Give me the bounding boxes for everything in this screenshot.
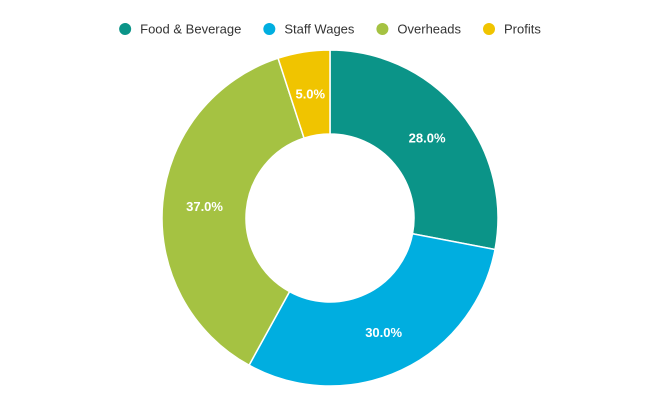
slice-food-beverage <box>329 49 499 251</box>
legend-item-food-beverage[interactable]: Food & Beverage <box>119 22 241 37</box>
slice-labels: 28.0% 30.0% 37.0% 5.0% <box>186 87 446 340</box>
donut-slices <box>161 49 499 387</box>
legend-label-profits: Profits <box>504 22 541 37</box>
legend-swatch-overheads <box>376 23 389 35</box>
slice-label-staff-wages: 30.0% <box>365 325 402 340</box>
legend-label-food-beverage: Food & Beverage <box>140 22 241 37</box>
slice-overheads <box>161 57 305 367</box>
slice-profits <box>277 49 331 140</box>
slice-label-overheads: 37.0% <box>186 199 223 214</box>
legend-swatch-profits <box>483 23 496 35</box>
legend-item-staff-wages[interactable]: Staff Wages <box>263 22 355 37</box>
legend-swatch-staff-wages <box>263 23 276 35</box>
legend-label-overheads: Overheads <box>397 22 461 37</box>
legend: Food & Beverage Staff Wages Overheads Profi… <box>119 22 541 37</box>
slice-staff-wages <box>248 232 496 387</box>
legend-label-staff-wages: Staff Wages <box>284 22 355 37</box>
legend-item-overheads[interactable]: Overheads <box>376 22 462 37</box>
legend-swatch-food-beverage <box>119 23 132 35</box>
slice-label-profits: 5.0% <box>295 87 325 102</box>
legend-item-profits[interactable]: Profits <box>483 22 541 37</box>
slice-label-food-beverage: 28.0% <box>409 131 446 146</box>
